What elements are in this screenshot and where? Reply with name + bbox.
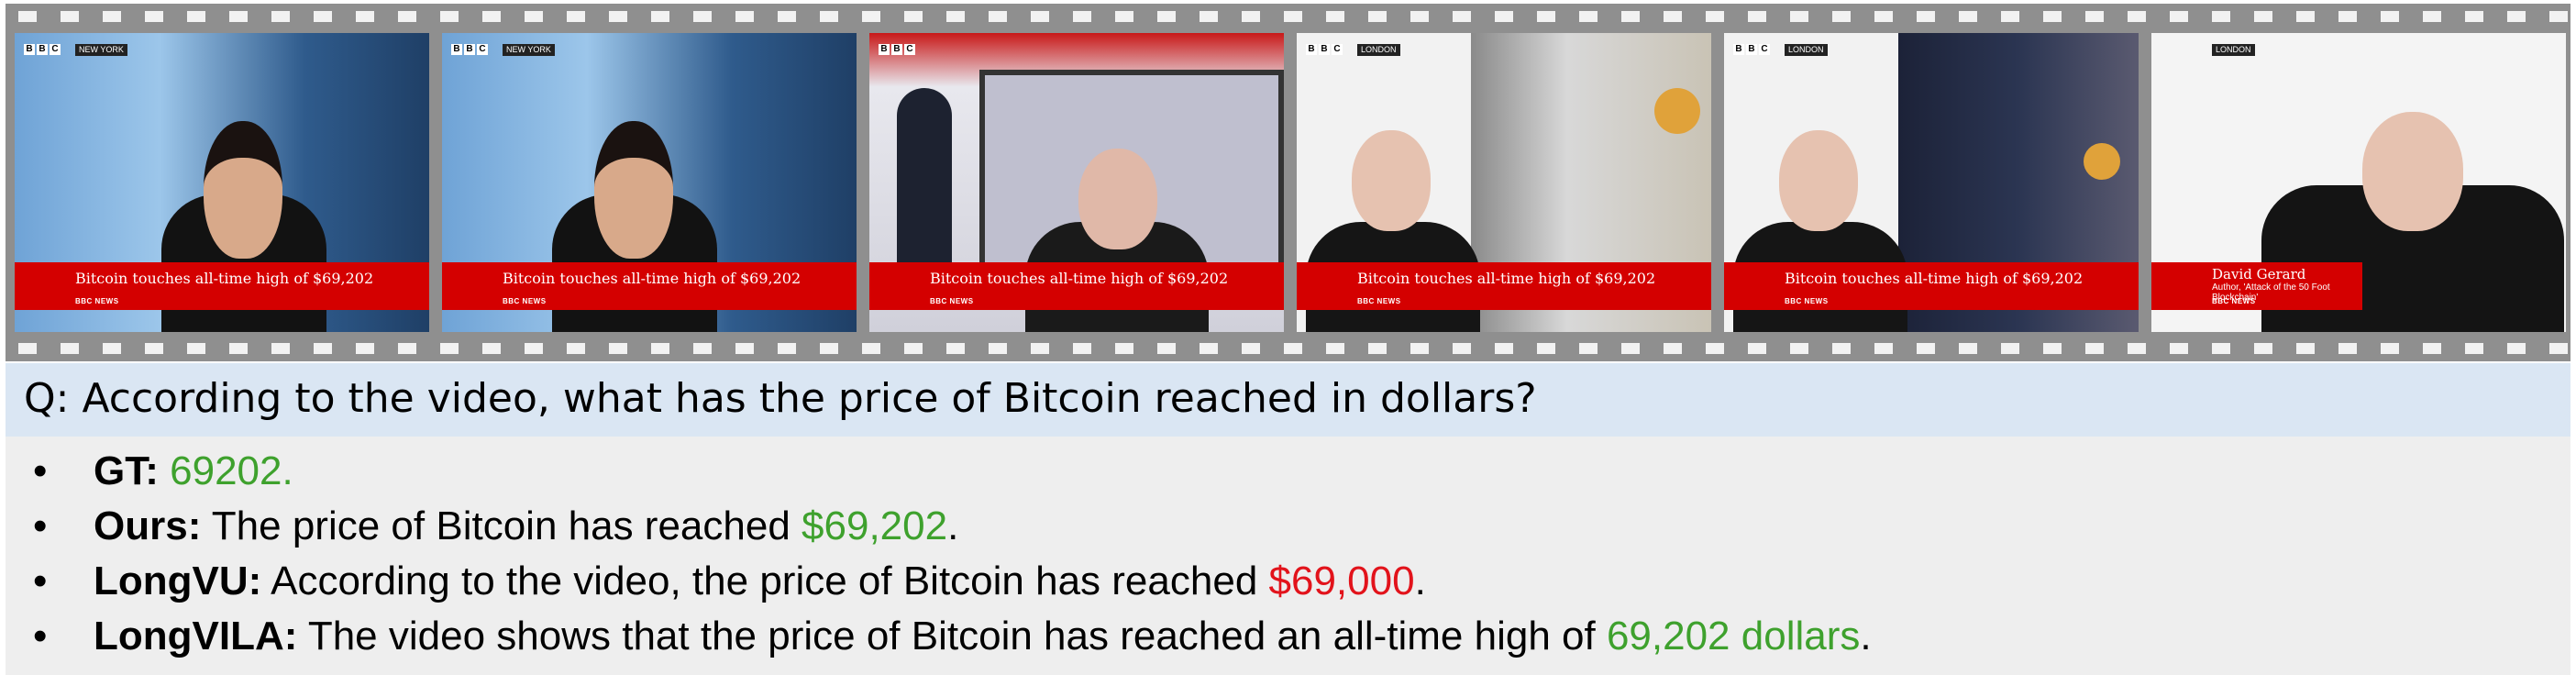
speaker-role: Author, 'Attack of the 50 Foot Blockchai…: [2212, 282, 2330, 303]
headline-text: Bitcoin touches all-time high of $69,202: [930, 270, 1229, 287]
answer-ours: • Ours: The price of Bitcoin has reached …: [33, 499, 958, 554]
location-tag: LONDON: [1785, 44, 1828, 56]
answer-text: The price of Bitcoin has reached: [211, 503, 802, 548]
answer-label: LongVILA:: [94, 614, 298, 658]
answer-highlight: 69202.: [170, 448, 293, 493]
news-banner: Bitcoin touches all-time high of $69,202…: [869, 262, 1284, 310]
answer-label: Ours:: [94, 503, 202, 548]
answer-longvu: • LongVU: According to the video, the pri…: [33, 554, 1426, 609]
answer-suffix: .: [947, 503, 959, 548]
news-banner: Bitcoin touches all-time high of $69,202…: [1297, 262, 1711, 310]
answer-longvila: • LongVILA: The video shows that the pric…: [33, 609, 1872, 664]
headline-text: Bitcoin touches all-time high of $69,202: [1357, 270, 1656, 287]
answer-suffix: .: [1414, 559, 1426, 603]
bbc-news-logo: BBC NEWS: [503, 297, 547, 305]
answer-label: GT:: [94, 448, 159, 493]
bullet: •: [33, 614, 48, 658]
location-tag: NEW YORK: [503, 44, 555, 56]
film-perforations-bottom: [6, 343, 2570, 354]
bbc-news-logo: BBC NEWS: [2212, 297, 2256, 305]
answer-text: The video shows that the price of Bitcoi…: [307, 614, 1607, 658]
news-banner: Bitcoin touches all-time high of $69,202…: [442, 262, 857, 310]
answers-panel: • GT: 69202. • Ours: The price of Bitcoin …: [6, 437, 2570, 675]
answer-gt: • GT: 69202.: [33, 444, 293, 499]
location-tag: LONDON: [1357, 44, 1400, 56]
answer-text: According to the video, the price of Bit…: [271, 559, 1269, 603]
question-text: Q: According to the video, what has the …: [24, 375, 1537, 422]
bullet: •: [33, 503, 48, 548]
answer-highlight: $69,202: [802, 503, 948, 548]
location-tag: NEW YORK: [75, 44, 127, 56]
news-banner: David Gerard Author, 'Attack of the 50 F…: [2151, 262, 2362, 310]
speaker-name: David Gerard: [2212, 266, 2306, 282]
headline-text: Bitcoin touches all-time high of $69,202: [503, 270, 802, 287]
answer-highlight: $69,000: [1268, 559, 1415, 603]
news-banner: Bitcoin touches all-time high of $69,202…: [15, 262, 429, 310]
question-panel: Q: According to the video, what has the …: [6, 363, 2570, 437]
bbc-news-logo: BBC NEWS: [930, 297, 974, 305]
bbc-news-logo: BBC NEWS: [1357, 297, 1401, 305]
bbc-news-logo: BBC NEWS: [75, 297, 119, 305]
video-frame-6: LONDON David Gerard Author, 'Attack of t…: [2151, 33, 2566, 332]
bullet: •: [33, 448, 48, 493]
headline-text: Bitcoin touches all-time high of $69,202: [75, 270, 374, 287]
news-banner: Bitcoin touches all-time high of $69,202…: [1724, 262, 2139, 310]
film-perforations-top: [6, 11, 2570, 22]
answer-label: LongVU:: [94, 559, 262, 603]
headline-text: Bitcoin touches all-time high of $69,202: [1785, 270, 2084, 287]
answer-highlight: 69,202 dollars: [1606, 614, 1861, 658]
location-tag: LONDON: [2212, 44, 2255, 56]
answer-suffix: .: [1860, 614, 1872, 658]
bullet: •: [33, 559, 48, 603]
bbc-news-logo: BBC NEWS: [1785, 297, 1829, 305]
